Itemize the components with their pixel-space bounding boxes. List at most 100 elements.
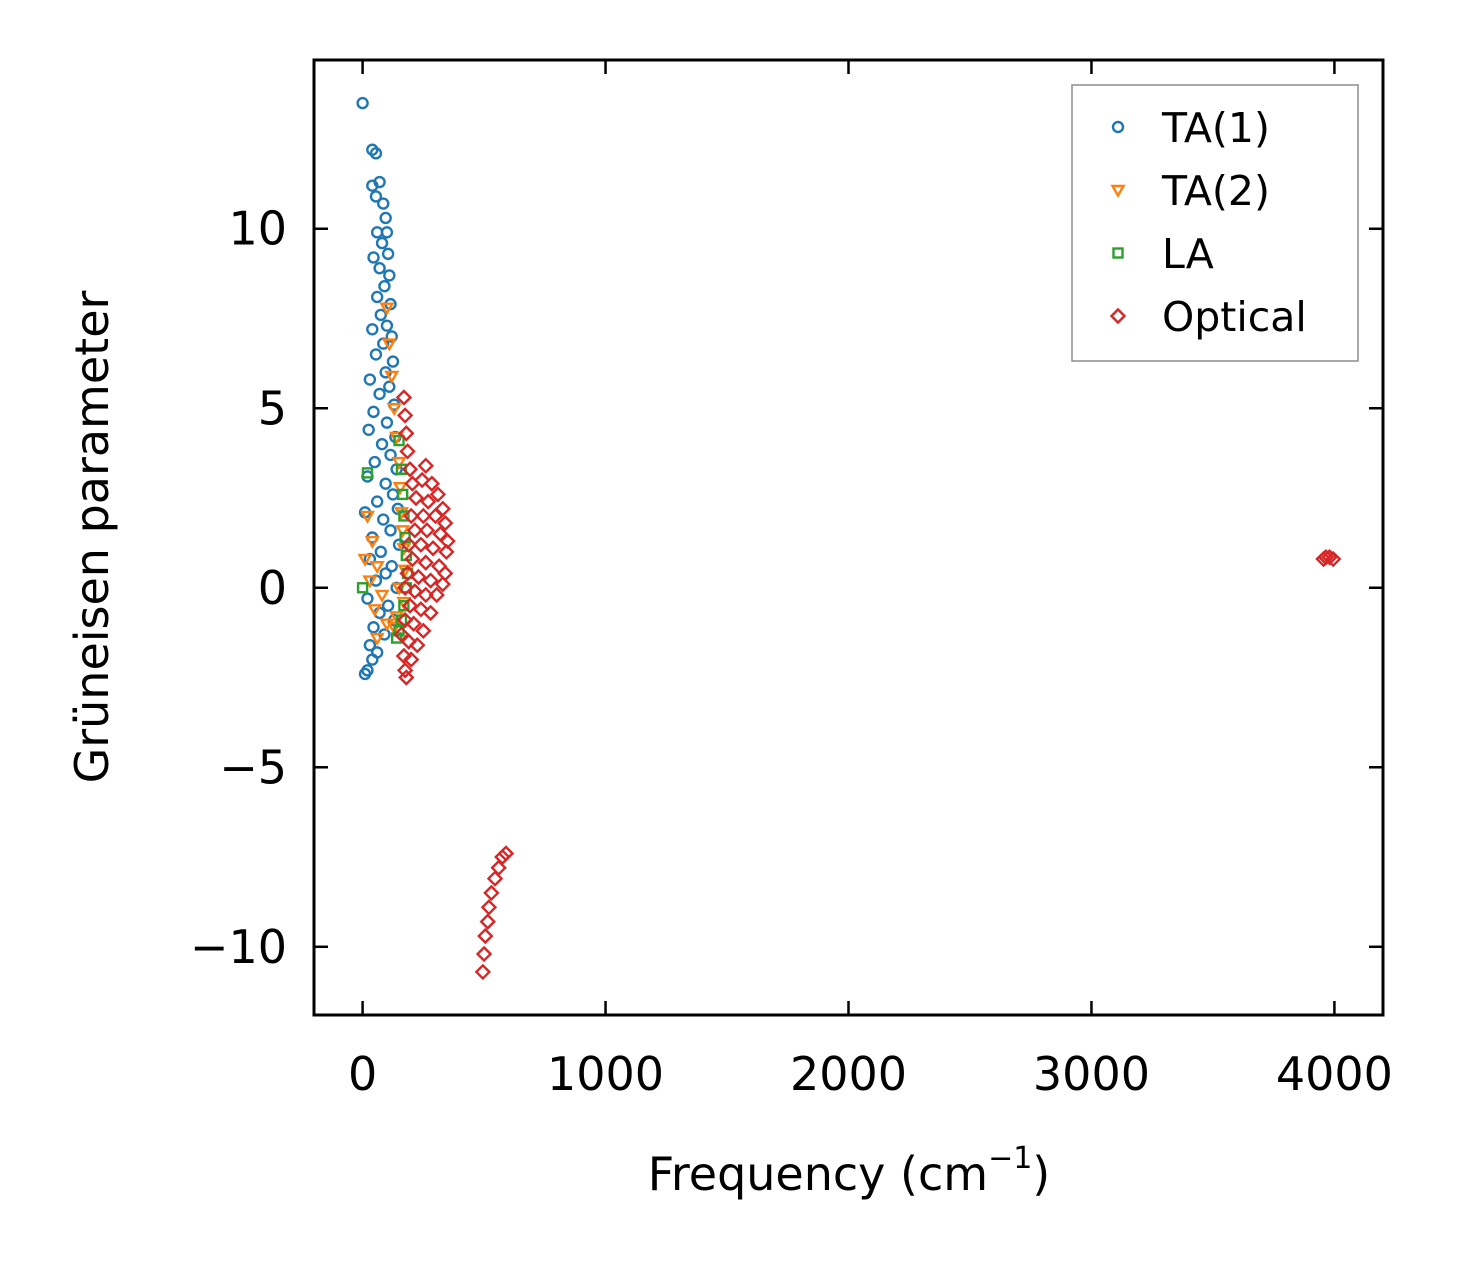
data-point (381, 338, 397, 352)
data-point (415, 622, 432, 640)
x-tick-label: 3000 (1033, 1047, 1150, 1101)
data-point (370, 226, 384, 239)
ticks-layer (314, 60, 1383, 1015)
data-point (377, 513, 390, 526)
data-point (413, 471, 431, 489)
data-point (380, 319, 394, 332)
data-point (374, 545, 388, 559)
data-point (370, 290, 384, 304)
x-tick-label: 0 (348, 1047, 377, 1101)
data-point (374, 589, 390, 603)
data-point (399, 443, 416, 460)
data-point (406, 583, 424, 600)
legend-marker (1109, 307, 1127, 325)
data-point (386, 622, 402, 636)
legend-entry: TA(2) (1110, 167, 1270, 215)
data-point (368, 455, 381, 469)
legend-label: LA (1162, 230, 1214, 278)
data-point (475, 945, 493, 963)
data-point (422, 604, 439, 622)
data-point (367, 621, 380, 634)
y-tick-label: −10 (190, 920, 287, 974)
y-tick-label: 0 (258, 561, 287, 615)
data-point (477, 927, 494, 945)
data-point (497, 845, 515, 862)
series-optical (393, 389, 1342, 981)
data-point (364, 535, 380, 549)
data-point (395, 389, 413, 406)
data-point (369, 632, 385, 646)
data-point (378, 279, 391, 293)
data-point (483, 884, 500, 902)
legend-marker (1112, 247, 1124, 259)
data-point (373, 175, 386, 189)
data-point (380, 416, 394, 429)
data-point (393, 434, 405, 447)
data-point (396, 488, 409, 501)
data-point (424, 540, 442, 557)
data-point (369, 348, 383, 361)
legend-marker (1110, 184, 1126, 198)
data-point (398, 669, 415, 686)
data-point (357, 553, 373, 567)
legend-marker (1111, 120, 1125, 134)
data-point (1321, 549, 1338, 566)
data-point (375, 437, 389, 451)
data-point (486, 870, 504, 887)
data-point (384, 448, 397, 462)
legend-label: TA(1) (1161, 104, 1270, 152)
data-point (417, 586, 434, 604)
data-point (401, 567, 414, 580)
data-point (366, 323, 379, 336)
data-point (412, 536, 430, 553)
data-point (419, 493, 437, 510)
data-point (407, 489, 425, 507)
data-point (395, 525, 411, 539)
data-point (434, 575, 451, 593)
data-point (383, 380, 396, 393)
data-point (404, 550, 421, 568)
data-point (384, 524, 397, 537)
data-point (474, 963, 492, 981)
data-point (402, 507, 420, 525)
data-point (405, 615, 422, 632)
x-tick-label: 4000 (1276, 1047, 1393, 1101)
data-point (400, 536, 417, 553)
data-point (494, 848, 511, 866)
data-point (366, 653, 379, 666)
data-point (412, 601, 430, 618)
data-point (375, 236, 389, 250)
data-point (429, 486, 447, 503)
x-axis-title-main: Frequency (cm (648, 1147, 988, 1201)
data-point (356, 582, 369, 594)
data-point (367, 405, 380, 419)
legend-label: Optical (1162, 293, 1307, 341)
legend-label: TA(2) (1161, 167, 1270, 215)
data-point (381, 599, 395, 612)
data-point (436, 514, 454, 532)
x-tick-label: 1000 (547, 1047, 664, 1101)
data-point (385, 330, 398, 343)
data-point (399, 565, 416, 582)
data-point (369, 147, 383, 160)
data-point (400, 633, 417, 650)
data-point (361, 467, 374, 479)
data-point (379, 567, 392, 580)
data-point (374, 308, 388, 322)
data-point (359, 510, 376, 524)
data-point (395, 463, 408, 475)
data-point (1324, 550, 1342, 568)
data-point (367, 251, 380, 264)
data-point (422, 572, 439, 589)
data-point (409, 637, 426, 654)
x-tick-label: 2000 (790, 1047, 907, 1101)
data-point (402, 651, 420, 668)
data-point (392, 482, 408, 496)
data-point (406, 522, 424, 539)
data-point (391, 456, 407, 471)
data-point (490, 859, 507, 876)
data-point (385, 560, 398, 573)
legend-entry: TA(1) (1111, 104, 1270, 152)
y-tick-label: −5 (219, 740, 287, 794)
